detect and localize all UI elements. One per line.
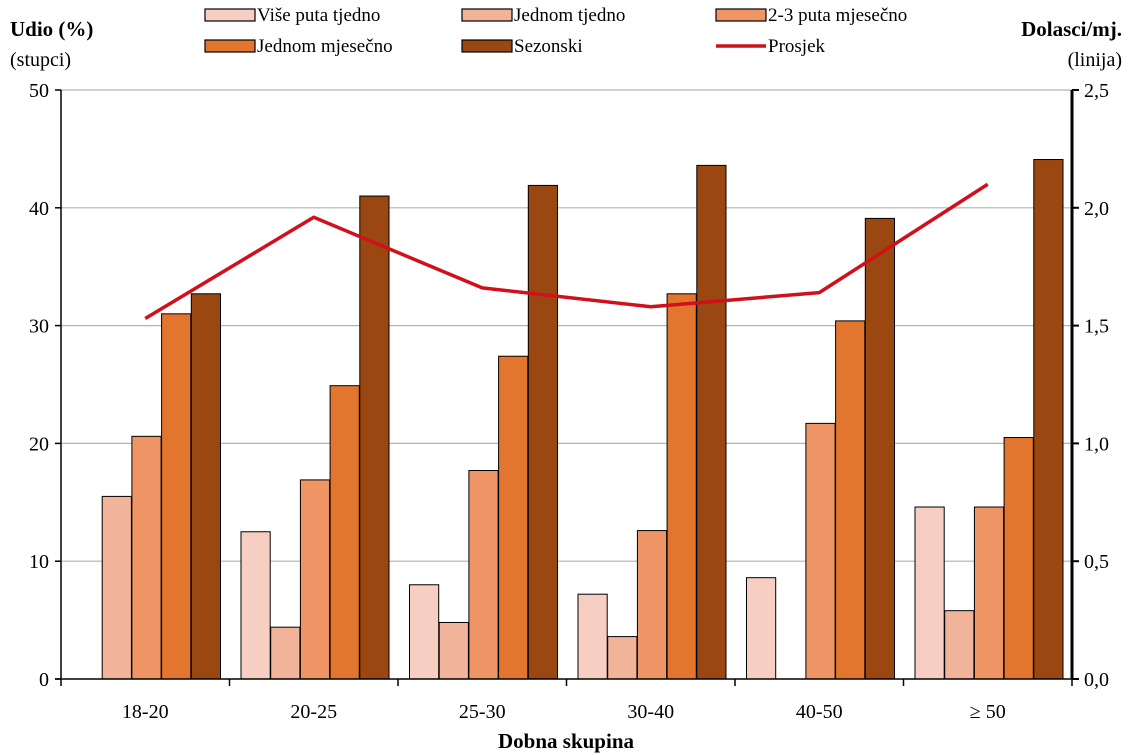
bar-4-2 [527,184,558,680]
category-label: 20-25 [290,701,337,723]
left-axis-subtitle: (stupci) [10,49,71,71]
left-tick-label: 50 [29,80,49,102]
left-tick-label: 0 [39,669,49,691]
legend-swatch [204,8,256,22]
legend-swatch [715,8,767,22]
category-label: 30-40 [627,701,674,723]
right-tick-label: 0,5 [1084,551,1109,573]
left-tick-label: 40 [29,198,49,220]
bar-0-5 [914,506,945,680]
left-tick-label: 20 [29,433,49,455]
right-tick-label: 2,0 [1084,198,1109,220]
right-tick-label: 1,5 [1084,316,1109,338]
legend-label: Prosjek [768,36,826,57]
left-tick-label: 30 [29,316,49,338]
bar-1-5 [944,610,975,680]
axes [55,89,1079,686]
bar-3-3 [666,293,697,680]
legend-label: Jednom mjesečno [257,36,393,57]
bar-4-4 [864,217,895,680]
bar-3-0 [161,313,192,680]
bar-0-3 [577,593,608,680]
bar-2-3 [636,530,668,680]
right-tick-label: 0,0 [1084,669,1109,691]
left-tick-label: 10 [29,551,49,573]
bar-2-5 [973,506,1005,680]
x-axis-title: Dobna skupina [498,729,634,753]
category-label: 18-20 [122,701,169,723]
legend-swatch [461,8,513,22]
bar-0-1 [240,531,271,680]
left-axis-title: Udio (%) [10,17,93,41]
bar-4-1 [359,195,390,680]
category-label: ≥ 50 [970,701,1006,723]
legend-swatch [461,39,513,53]
category-label: 25-30 [459,701,506,723]
legend-swatch [204,39,256,53]
legend-label: Više puta tjedno [257,5,380,26]
tick-labels: 0 10 20 30 40 50 0,0 0,5 1,0 1,5 2,0 2,5 18-20 20-25 2… [29,80,1109,723]
category-label: 40-50 [796,701,843,723]
bar-0-4 [746,577,777,680]
legend-label: Sezonski [514,36,583,57]
bar-1-3 [607,636,638,680]
bar-3-1 [329,385,360,680]
bar-4-5 [1033,159,1064,680]
bar-2-4 [805,422,836,680]
bar-2-2 [468,469,499,680]
legend-label: Jednom tjedno [514,5,625,26]
bar-2-0 [131,435,162,680]
right-axis-subtitle: (linija) [1068,49,1122,71]
bar-4-0 [190,293,222,680]
bar-4-3 [696,164,727,680]
right-tick-label: 1,0 [1084,433,1109,455]
right-tick-label: 2,5 [1084,80,1109,102]
bar-3-4 [835,320,866,680]
bar-2-1 [299,479,331,680]
bars [101,159,1064,680]
bar-1-2 [438,621,469,680]
average-line-path [144,182,989,321]
bar-3-2 [498,355,529,680]
right-axis-title: Dolasci/mj. [1021,17,1122,41]
legend-label: 2-3 puta mjesečno [768,5,907,26]
legend: Više puta tjedno Jednom tjedno 2-3 puta mj… [204,5,907,57]
average-line [144,182,989,321]
bar-1-0 [101,495,132,680]
bar-0-2 [409,584,440,680]
bar-3-5 [1003,437,1034,680]
gridlines [61,89,1072,562]
bar-1-1 [270,626,301,680]
